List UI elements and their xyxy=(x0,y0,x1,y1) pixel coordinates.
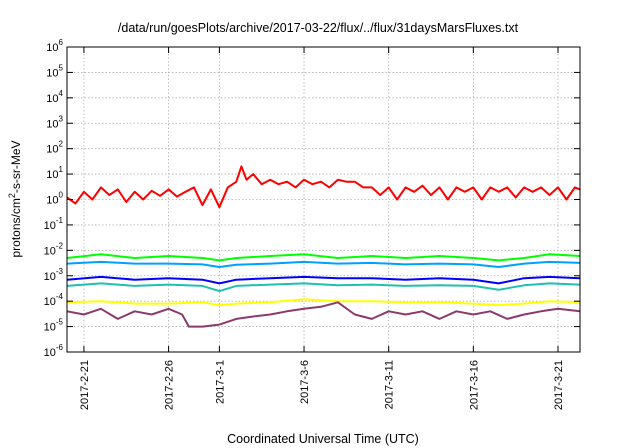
y-tick-label: 105 xyxy=(46,63,63,79)
x-tick-label: 2017-3-21 xyxy=(553,360,565,410)
x-tick-label: 2017-2-26 xyxy=(164,360,176,410)
y-tick-label: 10-4 xyxy=(44,292,64,308)
series-line-3 xyxy=(66,260,581,268)
y-axis-label: protons/cm2-s-sr-MeV xyxy=(7,140,23,257)
x-tick-label: 2017-3-1 xyxy=(214,360,226,404)
series-line-7 xyxy=(66,301,581,328)
y-tick-label: 100 xyxy=(46,191,63,207)
y-tick-label: 10-2 xyxy=(44,241,64,257)
x-tick-label: 2017-2-21 xyxy=(79,360,91,410)
y-tick-label: 102 xyxy=(46,140,63,156)
grid xyxy=(67,47,580,352)
y-tick-label: 10-5 xyxy=(44,318,64,334)
x-axis: 2017-2-21 2017-2-26 2017-3-1 2017-3-6 2017-3… xyxy=(79,47,565,410)
y-tick-label: 10-3 xyxy=(44,267,64,283)
y-tick-label: 106 xyxy=(46,38,63,54)
y-tick-label: 101 xyxy=(46,165,63,181)
series-line-4 xyxy=(66,275,581,285)
series-line-6 xyxy=(66,298,581,307)
x-tick-label: 2017-3-6 xyxy=(299,360,311,404)
chart-title: /data/run/goesPlots/archive/2017-03-22/f… xyxy=(118,21,519,35)
x-tick-label: 2017-3-16 xyxy=(468,360,480,410)
series-line-1 xyxy=(66,165,581,209)
series-line-5 xyxy=(66,282,581,293)
x-tick-label: 2017-3-11 xyxy=(384,360,396,409)
y-tick-label: 104 xyxy=(46,89,63,105)
x-axis-label: Coordinated Universal Time (UTC) xyxy=(227,432,419,446)
y-axis: 10-6 10-5 10-4 10-3 10-2 10-1 100 101 102 103 104 1… xyxy=(44,38,580,359)
y-tick-label: 10-1 xyxy=(44,216,64,232)
y-tick-label: 103 xyxy=(46,114,63,130)
series-line-2 xyxy=(66,253,581,262)
series-group xyxy=(66,165,581,328)
y-tick-label: 10-6 xyxy=(44,343,64,359)
